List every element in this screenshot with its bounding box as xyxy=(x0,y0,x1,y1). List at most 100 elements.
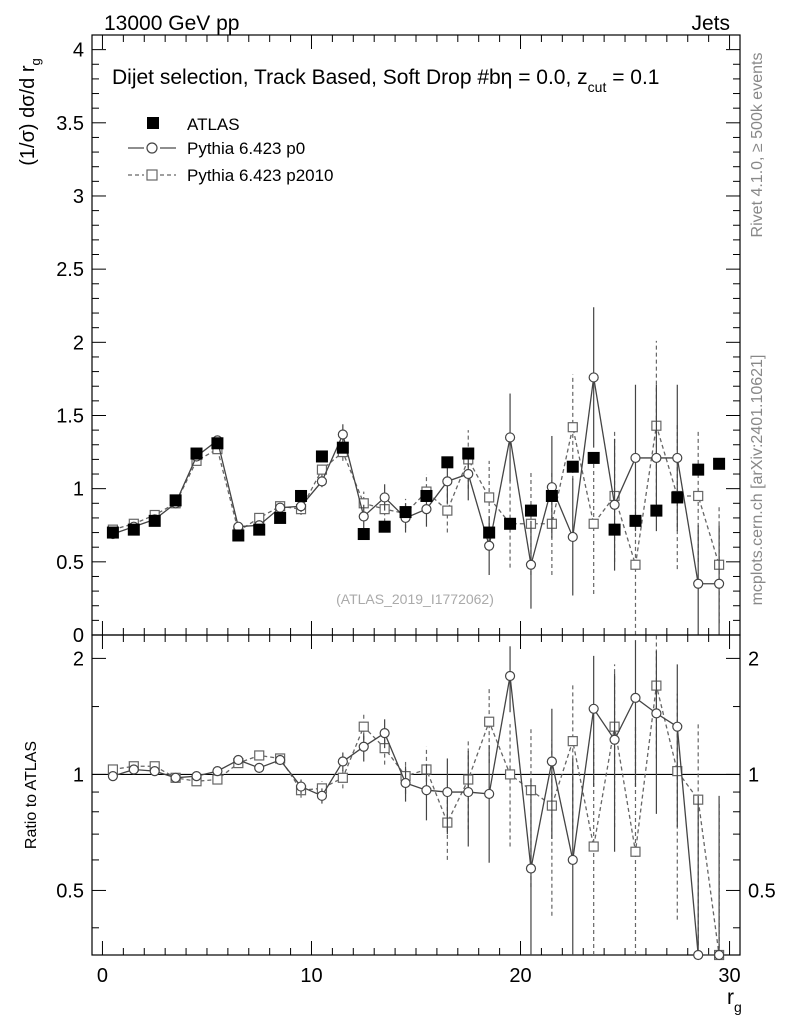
ratio-axis-ticks: 0 10 20 30 0.5 0.5 1 1 2 2 xyxy=(56,635,776,987)
ratio-p2010-point xyxy=(358,721,369,732)
ratio-p0-point xyxy=(128,764,139,775)
mcplots-annotation: mcplots.cern.ch [arXiv:2401.10621] xyxy=(749,355,766,606)
main-p2010-point xyxy=(316,464,328,475)
legend-label-atlas: ATLAS xyxy=(187,115,240,134)
main-p0-point xyxy=(504,432,516,443)
ratio-p0-point xyxy=(672,721,683,732)
main-ytick-label: 0 xyxy=(73,625,84,647)
ratio-p0-point xyxy=(588,703,599,714)
main-atlas-point xyxy=(315,450,328,463)
main-atlas-point xyxy=(692,463,705,476)
ratio-p0-point xyxy=(379,727,390,739)
main-ylabel: (1/σ) dσ/d rg xyxy=(17,58,43,166)
rivet-annotation: Rivet 4.1.0, ≥ 500k events xyxy=(749,53,766,238)
main-p2010-point xyxy=(484,492,495,503)
main-atlas-point xyxy=(274,511,287,524)
ratio-ytick-label-right: 1 xyxy=(748,764,759,786)
ratio-xtick-label: 20 xyxy=(509,965,531,987)
main-title-tail: = 0.1 xyxy=(606,66,659,89)
ratio-p0-point xyxy=(212,766,223,777)
main-title: Dijet selection, Track Based, Soft Drop … xyxy=(112,66,660,95)
ratio-series-layer xyxy=(107,635,725,961)
ratio-p0-point xyxy=(337,756,348,767)
main-atlas-point xyxy=(148,514,161,527)
main-ytick-label: 3.5 xyxy=(56,113,84,135)
main-atlas-point xyxy=(336,441,349,454)
ratio-p0-point xyxy=(275,754,286,766)
main-p2010-point xyxy=(630,559,641,570)
main-axis-ticks: 0 0.5 1 1.5 2 2.5 3 3.5 4 xyxy=(56,35,740,647)
ratio-p0-point xyxy=(442,786,453,798)
main-p2010-point xyxy=(588,518,599,529)
ratio-p0-point xyxy=(295,781,307,792)
legend-marker-atlas xyxy=(147,117,159,129)
legend-marker-p0 xyxy=(146,142,158,154)
main-p0-point xyxy=(463,468,474,480)
ratio-p2010-point xyxy=(212,774,223,785)
main-p0-point xyxy=(337,429,348,440)
main-ytick-label: 4 xyxy=(73,40,84,62)
ratio-p0-point xyxy=(713,949,725,961)
ratio-p2010-point xyxy=(504,769,516,780)
main-p0-point xyxy=(275,502,286,513)
main-p0-point xyxy=(379,492,390,503)
main-p0-point xyxy=(484,540,495,551)
ratio-p0-point xyxy=(546,756,557,767)
x-axis-label-text: r xyxy=(727,986,734,1009)
main-p2010-point xyxy=(693,490,704,502)
main-atlas-point xyxy=(357,528,370,541)
ratio-p2010-point xyxy=(337,772,348,783)
main-atlas-point xyxy=(106,526,119,539)
main-atlas-point xyxy=(504,517,517,530)
main-p2010-point xyxy=(567,422,578,433)
main-ytick-label: 1.5 xyxy=(56,405,84,427)
main-p0-point xyxy=(358,511,369,522)
main-atlas-point xyxy=(587,451,600,464)
main-p0-point xyxy=(651,452,662,464)
ratio-p0-point xyxy=(191,771,202,782)
main-atlas-point xyxy=(378,520,391,533)
legend-marker-p2010 xyxy=(146,169,158,181)
legend: ATLAS Pythia 6.423 p0 Pythia 6.423 p2010 xyxy=(128,115,334,185)
header-right: Jets xyxy=(691,12,730,35)
ratio-p0-point xyxy=(107,771,119,782)
ratio-xtick-label: 0 xyxy=(97,965,108,987)
main-atlas-point xyxy=(253,523,266,536)
main-p0-point xyxy=(316,476,328,487)
ratio-p2010-point xyxy=(567,736,578,747)
ratio-panel: 0 10 20 30 0.5 0.5 1 1 2 2 Ratio to ATLAS xyxy=(23,634,776,987)
main-atlas-point xyxy=(190,447,203,460)
ratio-p0-point xyxy=(358,741,369,752)
main-atlas-point xyxy=(524,504,537,517)
ratio-p0-point xyxy=(233,754,244,766)
legend-label-p2010: Pythia 6.423 p2010 xyxy=(187,166,334,185)
ratio-p0-point xyxy=(421,785,432,796)
x-axis-label-sub: g xyxy=(734,999,742,1015)
ratio-ytick-label: 2 xyxy=(73,648,84,670)
ratio-p0-point xyxy=(609,734,620,745)
main-series-layer xyxy=(106,307,726,635)
main-atlas-point xyxy=(608,523,621,536)
ratio-p0-point xyxy=(504,670,516,682)
ratio-p0-point xyxy=(630,692,641,703)
main-atlas-point xyxy=(713,457,726,470)
ratio-xtick-label: 10 xyxy=(300,965,322,987)
main-title-sub: cut xyxy=(588,79,607,95)
main-ylabel-sub: g xyxy=(28,58,43,65)
ratio-p0-point xyxy=(651,708,662,719)
main-atlas-point xyxy=(169,494,182,507)
main-atlas-point xyxy=(462,447,475,460)
main-p2010-line xyxy=(112,425,720,565)
legend-label-p0: Pythia 6.423 p0 xyxy=(187,139,305,158)
ratio-ytick-label-right: 2 xyxy=(748,648,759,670)
main-p0-point xyxy=(672,452,683,464)
main-ylabel-text: (1/σ) dσ/d r xyxy=(17,65,39,166)
main-p0-point xyxy=(525,559,537,570)
main-atlas-point xyxy=(399,506,412,519)
main-atlas-point xyxy=(629,514,642,527)
main-p0-point xyxy=(567,531,578,543)
main-p0-point xyxy=(693,578,704,589)
main-atlas-point xyxy=(566,460,579,473)
x-axis-label: rg xyxy=(727,986,742,1015)
main-atlas-point xyxy=(211,437,224,450)
